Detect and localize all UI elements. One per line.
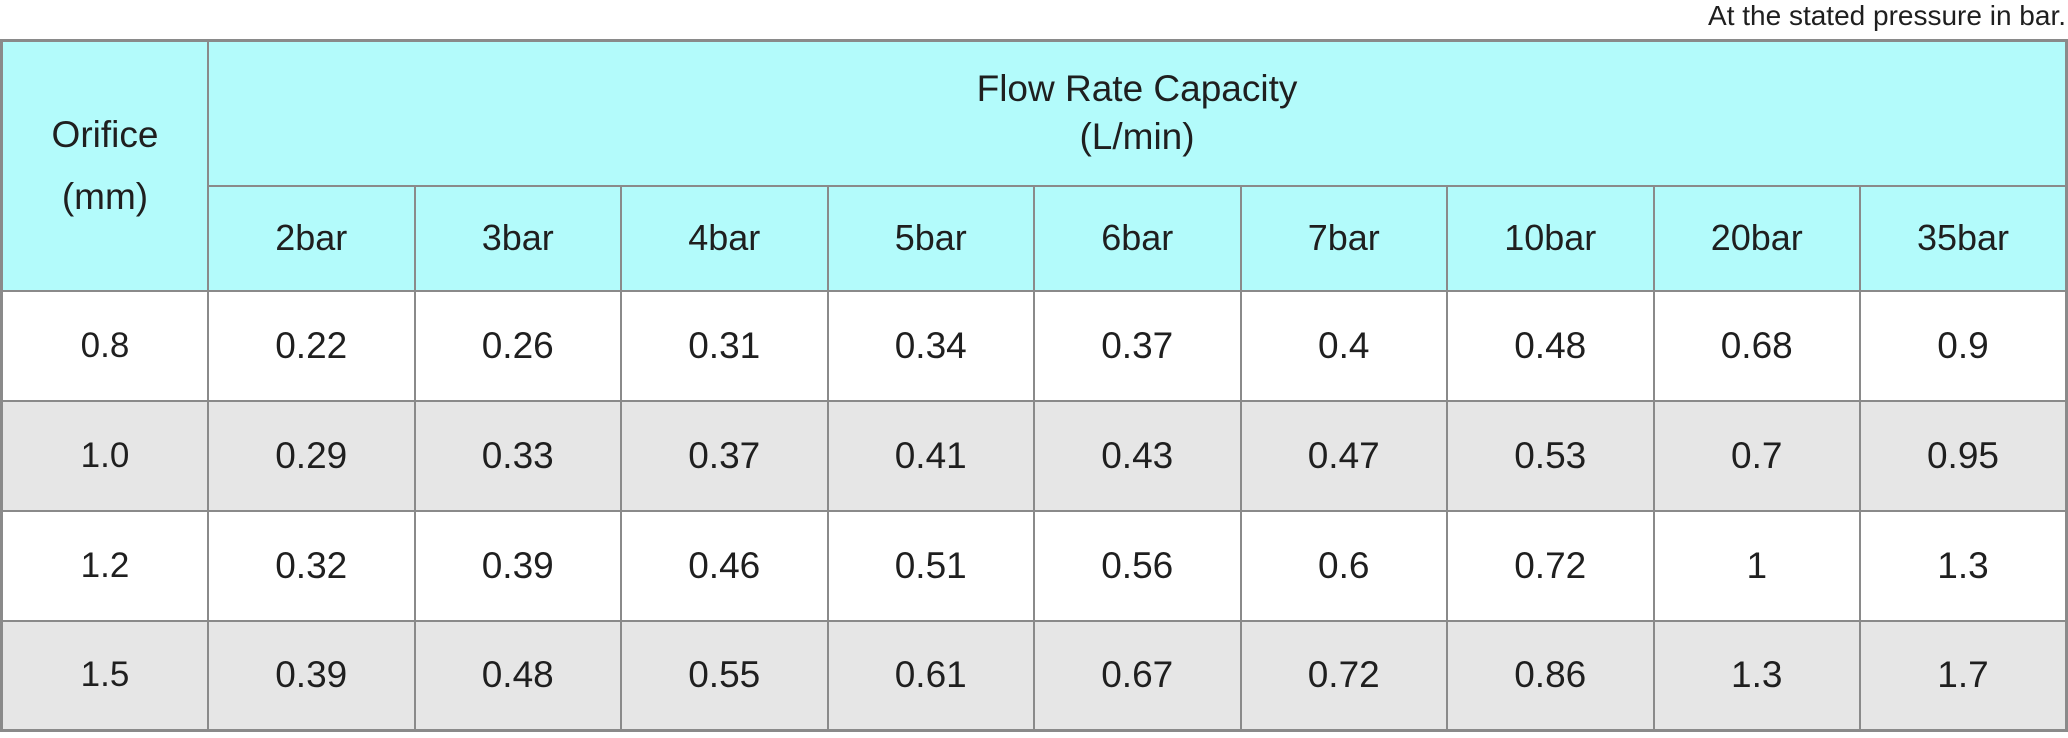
flow-rate-header-line1: Flow Rate Capacity [976, 68, 1298, 110]
orifice-header-line1: Orifice [51, 113, 159, 155]
pressure-note: At the stated pressure in bar. [1708, 0, 2066, 31]
pressure-header-10bar: 10bar [1446, 184, 1655, 292]
flow-value: 0.47 [1239, 399, 1448, 512]
flow-value: 1.3 [1859, 509, 2068, 622]
flow-value: 0.61 [826, 619, 1035, 732]
flow-value: 0.34 [826, 289, 1035, 402]
flow-value: 1.3 [1652, 619, 1861, 732]
flow-value: 1 [1652, 509, 1861, 622]
table-row-orifice-1-0: 1.0 0.29 0.33 0.37 0.41 0.43 0.47 0.53 0… [0, 399, 2068, 512]
flow-value: 0.43 [1033, 399, 1242, 512]
orifice-header-cell: Orifice (mm) [0, 39, 209, 292]
flow-value: 0.72 [1446, 509, 1655, 622]
flow-value: 0.32 [207, 509, 416, 622]
flow-value: 0.39 [413, 509, 622, 622]
header-row-main: Orifice (mm) Flow Rate Capacity (L/min) [0, 39, 2068, 292]
orifice-header-line2: (mm) [61, 175, 149, 217]
pressure-header-2bar: 2bar [207, 184, 416, 292]
flow-value: 0.26 [413, 289, 622, 402]
pressure-header-35bar: 35bar [1859, 184, 2068, 292]
flow-value: 0.56 [1033, 509, 1242, 622]
flow-value: 0.67 [1033, 619, 1242, 732]
flow-value: 0.48 [1446, 289, 1655, 402]
table-row-orifice-0-8: 0.8 0.22 0.26 0.31 0.34 0.37 0.4 0.48 0.… [0, 289, 2068, 402]
flow-value: 0.39 [207, 619, 416, 732]
flow-value: 0.68 [1652, 289, 1861, 402]
flow-rate-capacity-table: Orifice (mm) Flow Rate Capacity (L/min) … [0, 39, 2068, 732]
flow-value: 0.22 [207, 289, 416, 402]
flow-value: 0.37 [1033, 289, 1242, 402]
flow-value: 0.86 [1446, 619, 1655, 732]
orifice-value: 1.0 [0, 399, 209, 512]
flow-value: 0.48 [413, 619, 622, 732]
flow-value: 0.41 [826, 399, 1035, 512]
flow-value: 0.6 [1239, 509, 1448, 622]
flow-value: 0.46 [620, 509, 829, 622]
header-row-pressures: 2bar 3bar 4bar 5bar 6bar 7bar 10bar 20ba… [2, 184, 2068, 292]
orifice-value: 1.5 [0, 619, 209, 732]
pressure-header-7bar: 7bar [1239, 184, 1448, 292]
table-row-orifice-1-5: 1.5 0.39 0.48 0.55 0.61 0.67 0.72 0.86 1… [0, 619, 2068, 732]
flow-value: 0.29 [207, 399, 416, 512]
flow-value: 0.37 [620, 399, 829, 512]
pressure-header-4bar: 4bar [620, 184, 829, 292]
pressure-header-3bar: 3bar [413, 184, 622, 292]
flow-rate-capacity-header-cell: Flow Rate Capacity (L/min) [207, 39, 2068, 187]
flow-rate-header-line2: (L/min) [1079, 116, 1195, 158]
pressure-header-5bar: 5bar [826, 184, 1035, 292]
flow-value: 0.53 [1446, 399, 1655, 512]
flow-value: 0.33 [413, 399, 622, 512]
pressure-header-6bar: 6bar [1033, 184, 1242, 292]
flow-value: 0.4 [1239, 289, 1448, 402]
flow-value: 0.9 [1859, 289, 2068, 402]
flow-value: 0.31 [620, 289, 829, 402]
flow-value: 0.55 [620, 619, 829, 732]
flow-value: 0.72 [1239, 619, 1448, 732]
orifice-value: 0.8 [0, 289, 209, 402]
flow-value: 0.51 [826, 509, 1035, 622]
pressure-header-20bar: 20bar [1652, 184, 1861, 292]
table-row-orifice-1-2: 1.2 0.32 0.39 0.46 0.51 0.56 0.6 0.72 1 … [0, 509, 2068, 622]
orifice-value: 1.2 [0, 509, 209, 622]
flow-value: 0.95 [1859, 399, 2068, 512]
flow-value: 0.7 [1652, 399, 1861, 512]
flow-value: 1.7 [1859, 619, 2068, 732]
